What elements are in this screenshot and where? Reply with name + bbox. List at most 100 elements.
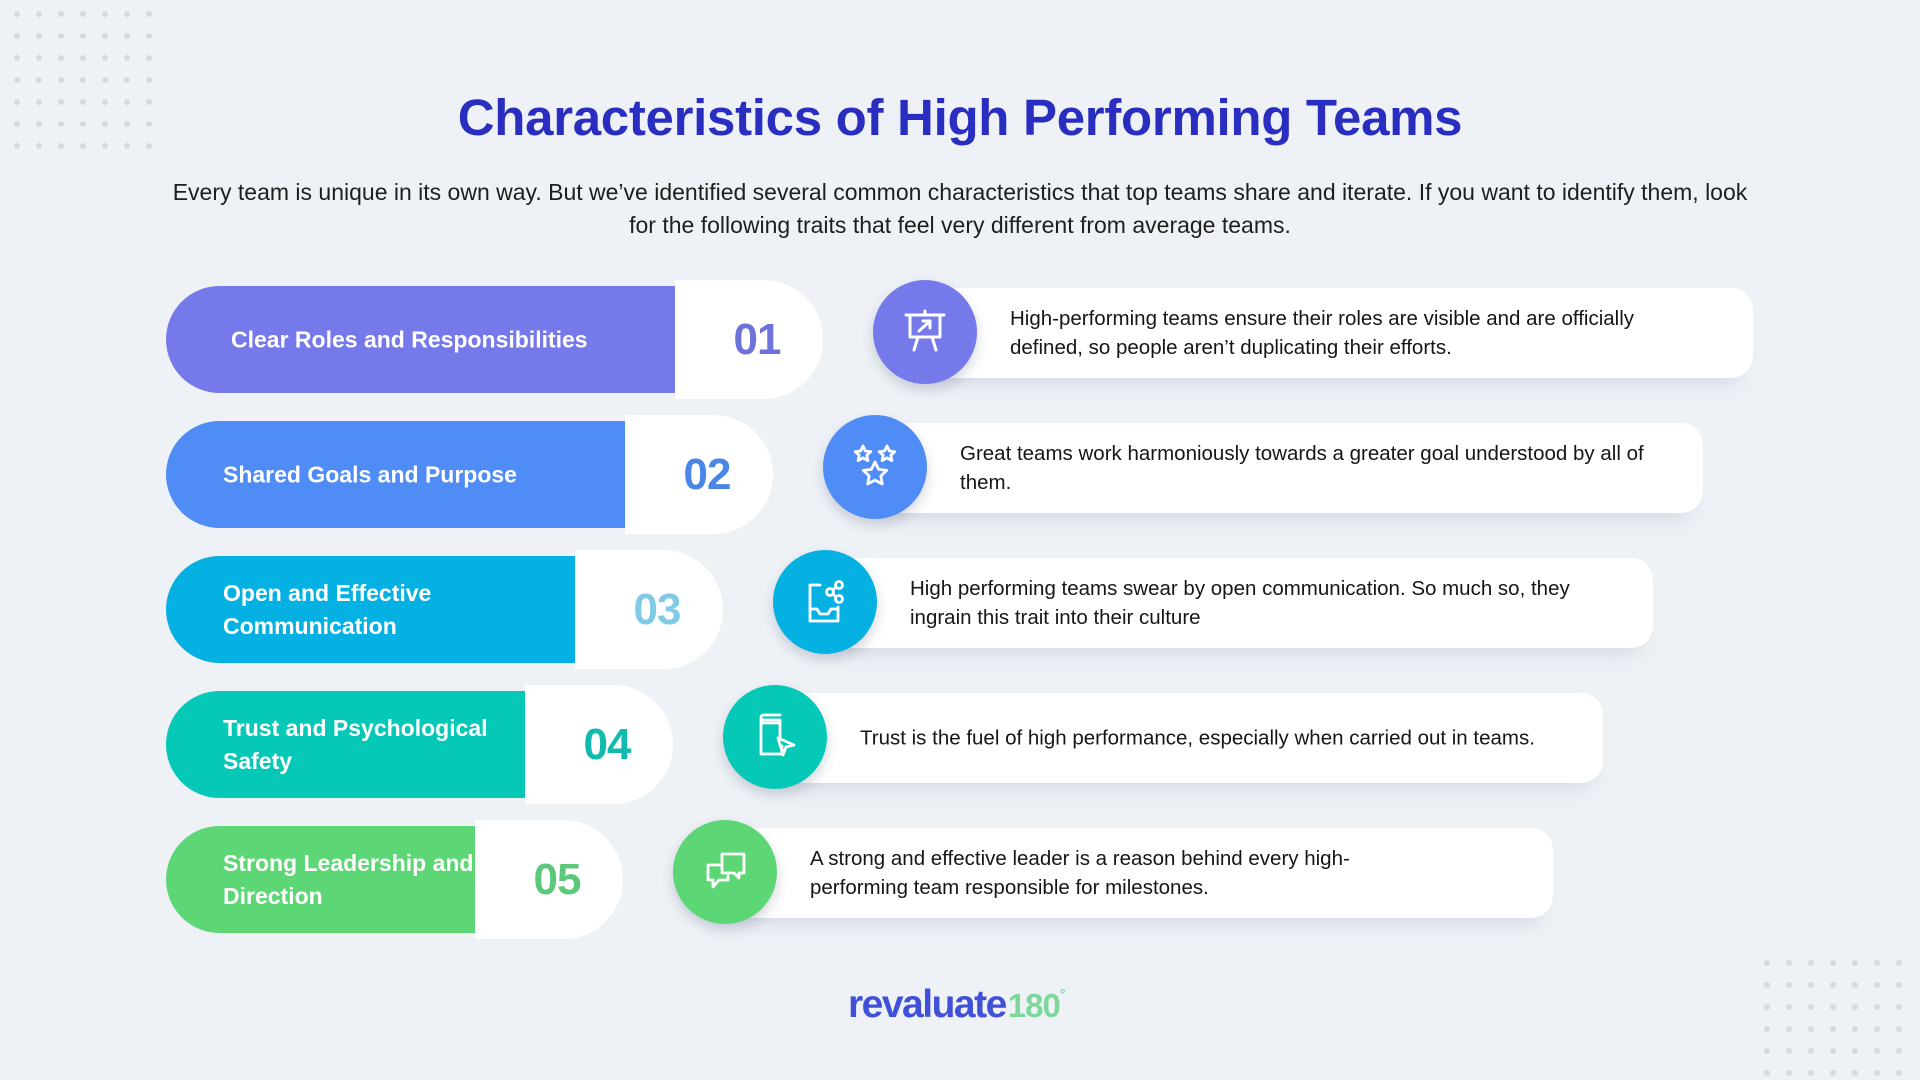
logo-degree: ° (1059, 986, 1066, 1002)
page-title: Characteristics of High Performing Teams (457, 89, 1463, 146)
number-badge-text: 02 (683, 449, 732, 499)
characteristic-bar-2: Shared Goals and Purpose (166, 421, 667, 528)
decorative-dot (36, 33, 42, 39)
decorative-dot (1786, 960, 1792, 966)
decorative-dot (14, 121, 20, 127)
decorative-dot (1808, 1004, 1814, 1010)
decorative-dot (14, 99, 20, 105)
icon-circle-5 (673, 820, 777, 924)
decorative-dot (102, 99, 108, 105)
characteristic-label: Open and Effective Communication (223, 579, 432, 639)
decorative-dot (1786, 1026, 1792, 1032)
icon-circle-2 (823, 415, 927, 519)
decorative-dot (1852, 960, 1858, 966)
chat-bubbles-icon (706, 852, 746, 889)
decorative-dot (1830, 1070, 1836, 1076)
decorative-dot (1830, 1048, 1836, 1054)
decorative-dot (124, 99, 130, 105)
decorative-dot (1896, 960, 1902, 966)
description-text: High performing teams swear by open comm… (910, 577, 1570, 629)
decorative-dot (1786, 1004, 1792, 1010)
decorative-dot (1764, 960, 1770, 966)
characteristic-bar-4: Trust and Psychological Safety (166, 691, 567, 798)
decorative-dot (14, 77, 20, 83)
characteristic-label: Shared Goals and Purpose (223, 461, 517, 487)
decorative-dot (36, 99, 42, 105)
decorative-dot (124, 143, 130, 149)
decorative-dot (1786, 1048, 1792, 1054)
decorative-dot (36, 11, 42, 17)
book-cursor-icon (759, 713, 796, 757)
decorative-dot (146, 121, 152, 127)
decorative-dot (58, 55, 64, 61)
decorative-dot (1852, 1048, 1858, 1054)
decorative-dot (14, 55, 20, 61)
description-text: Trust is the fuel of high performance, e… (860, 726, 1535, 750)
decorative-dot (1874, 1048, 1880, 1054)
decorative-dot (1830, 960, 1836, 966)
decorative-dot (1896, 1026, 1902, 1032)
decorative-dot (1808, 982, 1814, 988)
characteristic-row-1: Clear Roles and Responsibilities 01 High… (0, 280, 1920, 411)
decorative-dot (80, 33, 86, 39)
description-card-4: Trust is the fuel of high performance, e… (775, 693, 1603, 783)
decorative-dot-grid-top-left (14, 11, 168, 165)
decorative-dot (14, 143, 20, 149)
decorative-dot (36, 143, 42, 149)
decorative-dot (124, 77, 130, 83)
decorative-dot (102, 55, 108, 61)
decorative-dot (1874, 1026, 1880, 1032)
share-inbox-icon (808, 580, 844, 623)
decorative-dot (146, 55, 152, 61)
decorative-dot-grid-bottom-right (1764, 960, 1918, 1080)
decorative-dot (58, 33, 64, 39)
decorative-dot (146, 11, 152, 17)
characteristic-bar-3: Open and Effective Communication (166, 556, 617, 663)
decorative-dot (1786, 982, 1792, 988)
decorative-dot (80, 55, 86, 61)
characteristic-row-2: Shared Goals and Purpose 02 Great teams … (0, 415, 1920, 546)
decorative-dot (1830, 1004, 1836, 1010)
decorative-dot (1764, 1048, 1770, 1054)
decorative-dot (102, 11, 108, 17)
characteristic-bar-5: Strong Leadership and Direction (166, 826, 517, 933)
characteristic-label: Clear Roles and Responsibilities (231, 326, 588, 352)
decorative-dot (1874, 1070, 1880, 1076)
decorative-dot (146, 33, 152, 39)
decorative-dot (80, 11, 86, 17)
logo-wordmark: revaluate (848, 983, 1007, 1026)
number-badge-text: 01 (733, 314, 782, 364)
number-badge-4: 04 (525, 685, 673, 804)
decorative-dot (80, 121, 86, 127)
decorative-dot (1896, 982, 1902, 988)
number-badge-text: 04 (583, 719, 632, 769)
description-text: High-performing teams ensure their roles… (1010, 307, 1635, 359)
decorative-dot (102, 121, 108, 127)
decorative-dot (58, 99, 64, 105)
description-text: Great teams work harmoniously towards a … (960, 442, 1644, 494)
number-badge-text: 05 (533, 854, 582, 904)
decorative-dot (1852, 982, 1858, 988)
decorative-dot (58, 77, 64, 83)
decorative-dot (1808, 1026, 1814, 1032)
description-card-2: Great teams work harmoniously towards a … (875, 423, 1703, 513)
decorative-dot (1874, 982, 1880, 988)
decorative-dot (1874, 960, 1880, 966)
number-badge-5: 05 (475, 820, 623, 939)
page-subtitle: Every team is unique in its own way. But… (90, 176, 1830, 242)
decorative-dot (1852, 1004, 1858, 1010)
logo-suffix: 180 (1007, 987, 1061, 1024)
decorative-dot (146, 99, 152, 105)
decorative-dot (1764, 1070, 1770, 1076)
number-badge-3: 03 (575, 550, 723, 669)
decorative-dot (1808, 960, 1814, 966)
characteristic-row-3: Open and Effective Communication 03 High… (0, 550, 1920, 681)
decorative-dot (102, 33, 108, 39)
subtitle-line-1: Every team is unique in its own way. But… (172, 179, 1748, 205)
description-card-5: A strong and effective leader is a reaso… (725, 828, 1553, 918)
decorative-dot (58, 11, 64, 17)
decorative-dot (146, 77, 152, 83)
decorative-dot (124, 33, 130, 39)
decorative-dot (146, 143, 152, 149)
decorative-dot (1896, 1004, 1902, 1010)
